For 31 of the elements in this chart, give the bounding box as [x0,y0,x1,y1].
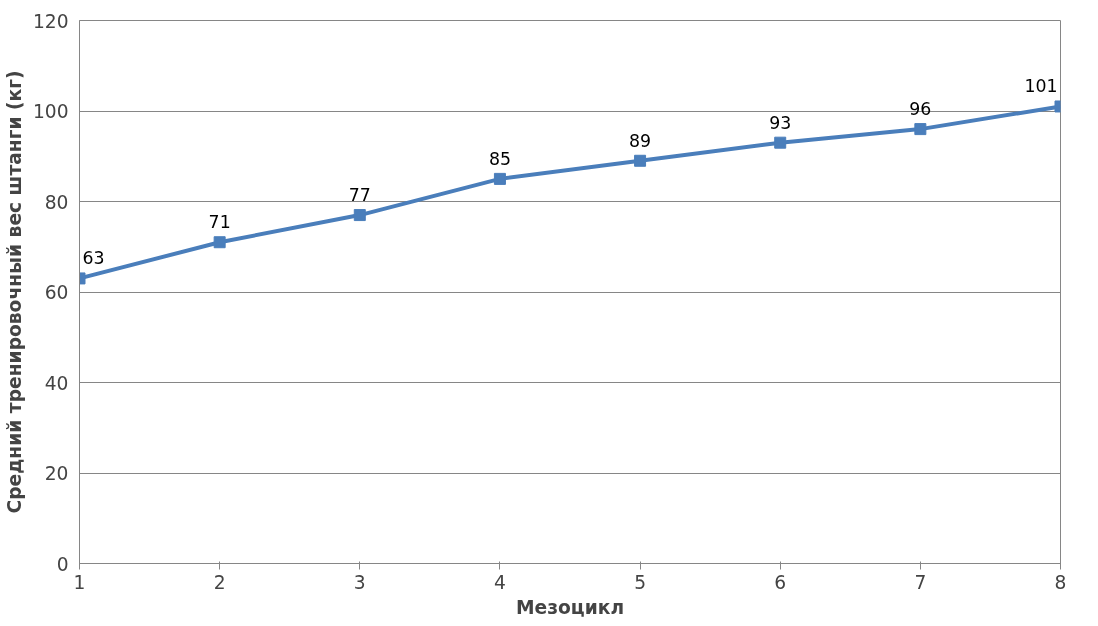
y-tick-label: 60 [44,282,69,303]
point [353,209,366,222]
x-tick-label: 7 [914,571,927,593]
data-label: 85 [488,148,511,169]
y-tick-label: 100 [32,101,69,122]
x-tick-label: 5 [634,571,647,593]
y-tick-label: 80 [44,191,69,213]
data-label: 63 [82,248,105,269]
point [914,123,927,136]
y-tick-label: 20 [44,463,69,484]
x-tick-label: 8 [1054,571,1067,593]
y-tick-label: 0 [56,553,69,575]
y-axis-title: Средний тренировочный вес штанги (кг) [3,70,25,514]
data-label: 77 [348,185,371,206]
x-tick-label: 6 [774,571,787,593]
data-label: 71 [208,212,231,233]
point [774,136,787,149]
x-tick-label: 1 [73,571,86,593]
x-tick-label: 3 [353,571,366,593]
data-label: 101 [1024,76,1058,97]
point [634,154,647,167]
data-label: 89 [629,130,652,151]
x-tick-label: 2 [213,571,226,593]
x-axis-title: Мезоцикл [515,596,625,618]
point [493,172,506,185]
data-label: 93 [769,112,792,133]
y-tick-label: 120 [32,10,69,32]
y-tick-label: 40 [44,372,69,394]
data-label: 96 [909,99,932,120]
x-tick-label: 4 [493,571,506,593]
point [213,236,226,249]
